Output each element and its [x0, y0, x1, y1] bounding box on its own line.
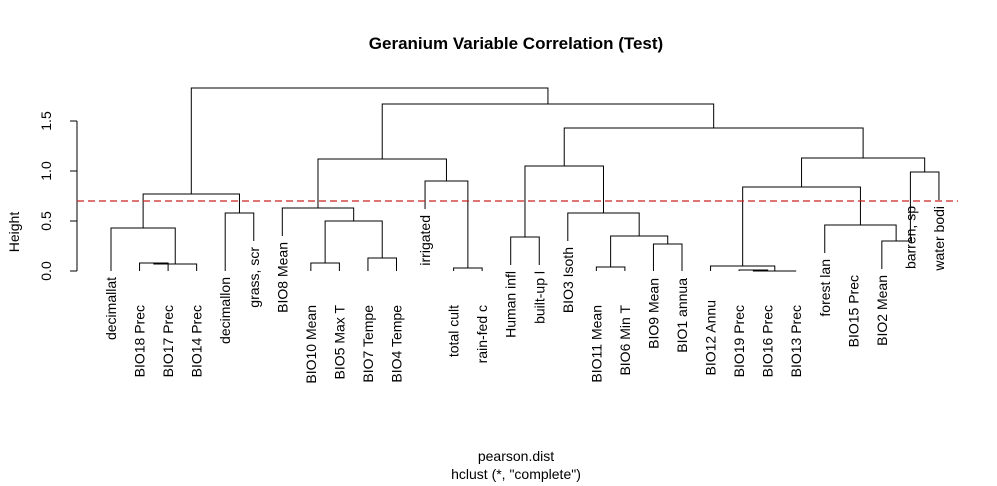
merge-link — [563, 127, 864, 166]
merge-link — [367, 257, 397, 271]
merge-link — [317, 158, 447, 208]
merge-link — [752, 270, 797, 272]
merge-link — [381, 103, 715, 159]
leaf-label: BIO17 Prec — [160, 305, 176, 377]
chart-title: Geranium Variable Correlation (Test) — [369, 34, 663, 53]
merge-link — [801, 157, 926, 187]
x-axis-label: pearson.dist — [478, 448, 554, 464]
leaf-label: BIO4 Tempe — [389, 305, 405, 383]
leaf-label: BIO2 Mean — [874, 275, 890, 346]
merge-link — [610, 235, 669, 267]
leaf-label: BIO10 Mean — [303, 305, 319, 384]
merge-link — [567, 212, 640, 241]
leaf-label: BIO12 Annu — [703, 300, 719, 376]
merge-link — [652, 243, 683, 271]
leaf-label: rain-fed c — [474, 305, 490, 363]
leaf-label: Human infl — [503, 271, 519, 338]
merge-link — [595, 266, 626, 271]
leaf-label: BIO3 Isoth — [560, 247, 576, 313]
leaf-label: BIO6 Min T — [617, 305, 633, 376]
merge-link — [110, 227, 176, 271]
leaf-label: BIO19 Prec — [731, 305, 747, 377]
leaf-label: BIO13 Prec — [788, 305, 804, 377]
leaf-label: water bodi — [931, 206, 947, 272]
leaf-label: BIO11 Mean — [588, 305, 604, 383]
leaf-label: BIO8 Mean — [274, 242, 290, 313]
dendrogram-links — [110, 87, 940, 272]
leaf-label: total cult — [446, 305, 462, 357]
merge-link — [510, 236, 540, 265]
leaf-label: BIO15 Prec — [845, 275, 861, 347]
merge-link — [909, 171, 940, 200]
leaf-label: BIO18 Prec — [132, 305, 148, 377]
merge-link — [742, 186, 861, 266]
method-label: hclust (*, "complete") — [451, 466, 581, 482]
merge-link — [153, 263, 198, 271]
leaf-label: built-up l — [531, 271, 547, 324]
y-tick-label: 1.5 — [38, 111, 54, 131]
leaf-label: decimallon — [217, 277, 233, 344]
leaf-label: BIO14 Prec — [189, 305, 205, 377]
leaf-label: BIO1 annua — [674, 278, 690, 353]
leaf-label: BIO9 Mean — [645, 278, 661, 349]
leaf-label: BIO7 Tempe — [360, 305, 376, 383]
leaf-label: BIO16 Prec — [760, 305, 776, 377]
merge-link — [190, 87, 549, 194]
leaf-labels: decimallat BIO18 Prec BIO17 Prec BIO14 Prec… — [103, 206, 947, 384]
leaf-label: decimallat — [103, 277, 119, 340]
merge-link — [824, 224, 897, 253]
y-tick-label: 0.0 — [38, 261, 54, 281]
merge-link — [281, 207, 355, 236]
leaf-label: barren, sp — [902, 206, 918, 269]
y-axis-label: Height — [6, 212, 22, 253]
merge-link — [324, 220, 383, 263]
leaf-label: forest lan — [817, 259, 833, 317]
y-tick-label: 0.5 — [38, 211, 54, 231]
y-axis: 0.0 0.5 1.0 1.5 — [38, 111, 78, 281]
leaf-label: grass, scr — [246, 247, 262, 308]
merge-link — [310, 262, 340, 271]
y-tick-label: 1.0 — [38, 161, 54, 181]
merge-link — [453, 267, 483, 271]
leaf-label: BIO5 Max T — [331, 305, 347, 380]
leaf-label: irrigated — [417, 215, 433, 266]
